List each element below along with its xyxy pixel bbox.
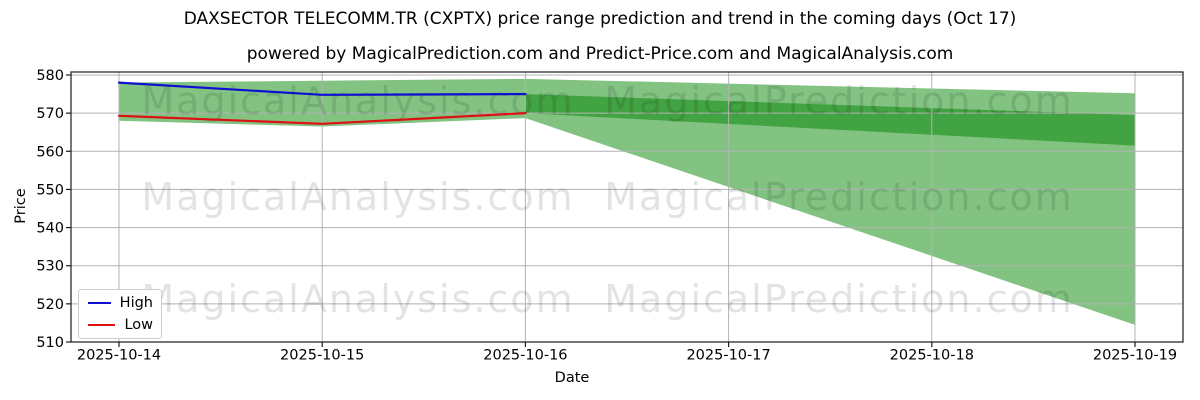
- series-line-high: [117, 81, 527, 96]
- x-tick-label: 2025-10-16: [483, 348, 567, 364]
- plot-frame: [70, 71, 1184, 343]
- y-tick-label: 520: [36, 297, 64, 313]
- y-tick-label: 530: [36, 259, 64, 275]
- x-axis-title: Date: [554, 370, 590, 386]
- series-line-low: [117, 112, 527, 125]
- y-tick-label: 570: [36, 106, 64, 122]
- x-tick-label: 2025-10-17: [686, 348, 770, 364]
- x-tick-label: 2025-10-19: [1093, 348, 1177, 364]
- watermark-text: MagicalPrediction.com: [604, 175, 1074, 219]
- legend: High Low: [78, 289, 162, 339]
- legend-item-high: High: [88, 296, 153, 311]
- x-tick-label: 2025-10-14: [77, 348, 161, 364]
- y-tick-label: 540: [36, 221, 64, 237]
- y-tick-label: 560: [36, 144, 64, 160]
- chart-title: DAXSECTOR TELECOMM.TR (CXPTX) price rang…: [183, 9, 1017, 29]
- band-forecast-likely-range: [525, 94, 1135, 146]
- watermark-text: MagicalAnalysis.com: [141, 175, 574, 219]
- watermark-text: MagicalPrediction.com: [604, 79, 1074, 123]
- x-tick-label: 2025-10-18: [890, 348, 974, 364]
- legend-line-sample-high: [88, 302, 111, 305]
- band-forecast-outer-range: [525, 78, 1135, 325]
- legend-item-low: Low: [88, 316, 153, 333]
- y-tick-label: 550: [36, 182, 64, 198]
- chart-subtitle: powered by MagicalPrediction.com and Pre…: [246, 44, 954, 64]
- legend-item-label: High: [119, 295, 153, 311]
- watermark-text: MagicalAnalysis.com: [141, 277, 574, 321]
- watermark-text: MagicalAnalysis.com: [141, 79, 574, 123]
- legend-line-sample-low: [88, 323, 116, 326]
- legend-item-label: Low: [124, 316, 153, 333]
- y-tick-label: 510: [36, 335, 64, 351]
- watermark-text: MagicalPrediction.com: [604, 277, 1074, 321]
- y-tick-label: 580: [36, 68, 64, 84]
- x-tick-label: 2025-10-15: [280, 348, 364, 364]
